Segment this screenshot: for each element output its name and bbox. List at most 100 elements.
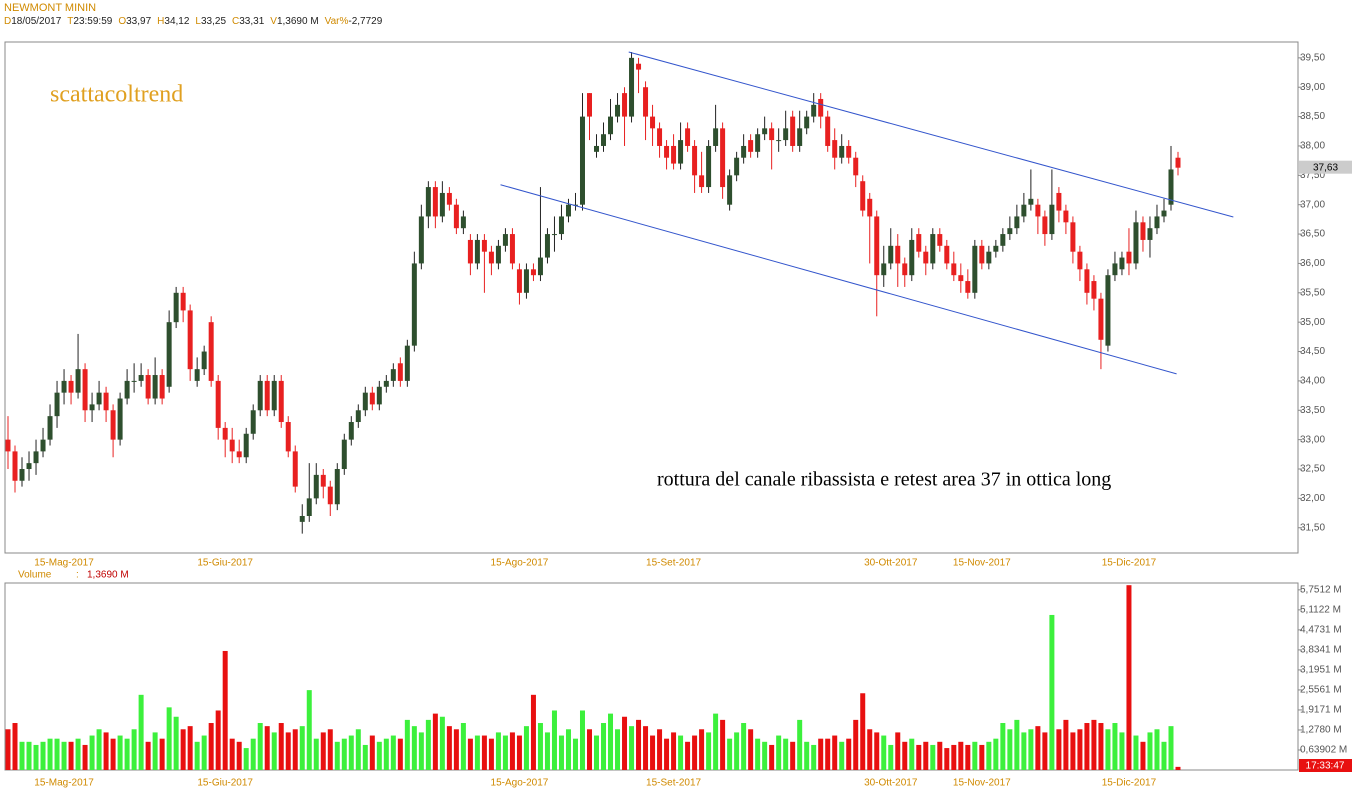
volume-bar: [713, 713, 719, 770]
volume-bar: [1014, 719, 1020, 770]
candle-body: [867, 198, 873, 217]
volume-bar: [979, 744, 985, 770]
candle-body: [222, 427, 228, 440]
candle-body: [544, 234, 550, 258]
candle-body: [930, 234, 936, 264]
volume-bar: [180, 729, 186, 770]
volume-bar: [194, 741, 200, 770]
volume-bar: [650, 735, 656, 770]
candle-body: [916, 234, 922, 252]
volume-bar: [685, 741, 691, 770]
v-tick-label: 1,9171 M: [1300, 705, 1342, 716]
candle-body: [201, 351, 207, 370]
volume-bar: [229, 738, 235, 770]
volume-bar: [173, 716, 179, 770]
volume-bar: [320, 732, 326, 770]
x-tick-label: 30-Ott-2017: [864, 558, 918, 569]
candle-body: [1112, 263, 1118, 276]
candle-body: [629, 57, 635, 117]
clock: 17:33:47: [1306, 761, 1345, 772]
candle-body: [502, 234, 508, 246]
x-tick-label: 15-Set-2017: [646, 558, 701, 569]
candle-body: [425, 187, 431, 217]
candle-body: [1161, 210, 1167, 217]
volume-bar: [888, 744, 894, 770]
volume-bar: [762, 741, 768, 770]
candle-body: [313, 474, 319, 499]
v-tick-label: 1,2780 M: [1300, 725, 1342, 736]
volume-bar: [341, 738, 347, 770]
candle-body: [26, 463, 32, 470]
volume-bar: [1175, 766, 1181, 770]
candle-body: [979, 245, 985, 264]
candle-body: [713, 128, 719, 146]
volume-bar: [629, 726, 635, 770]
volume-bar: [965, 744, 971, 770]
candle-body: [488, 251, 494, 264]
candle-body: [972, 245, 978, 293]
candle-body: [54, 392, 60, 417]
candle-body: [152, 375, 158, 399]
candle-body: [474, 239, 480, 264]
candle-body: [860, 181, 866, 211]
volume-bar: [145, 741, 151, 770]
candle-body: [671, 145, 677, 164]
v-tick-label: 3,8341 M: [1300, 645, 1342, 656]
volume-bar: [790, 741, 796, 770]
volume-bar: [362, 744, 368, 770]
candle-body: [622, 93, 628, 117]
candle-body: [811, 104, 817, 117]
volume-bar: [19, 741, 25, 770]
candle-body: [292, 451, 298, 487]
volume-bar: [439, 716, 445, 770]
volume-bar: [5, 729, 11, 770]
candle-body: [138, 375, 144, 381]
trend-line: [628, 51, 1234, 218]
candle-body: [1063, 210, 1069, 223]
candle-body: [1105, 275, 1111, 346]
candle-body: [173, 292, 179, 323]
candle-body: [804, 116, 810, 129]
volume-bar: [334, 741, 340, 770]
candle-body: [278, 380, 284, 423]
candle-body: [495, 245, 501, 264]
volume-bar: [383, 738, 389, 770]
volume-bar: [692, 735, 698, 770]
volume-bar: [664, 738, 670, 770]
y-tick-label: 31,50: [1300, 522, 1325, 533]
candle-body: [341, 439, 347, 470]
candle-body: [264, 380, 270, 411]
candle-body: [762, 128, 768, 135]
volume-bar: [1028, 729, 1034, 770]
candle-body: [537, 257, 543, 276]
candle-body: [236, 451, 242, 458]
candle-body: [1140, 222, 1146, 240]
candle-body: [383, 380, 389, 387]
candle-body: [530, 269, 536, 276]
candle-body: [145, 375, 151, 399]
volume-bar: [103, 732, 109, 770]
candle-body: [615, 104, 621, 117]
info-value: 1,3690 M: [276, 16, 319, 27]
candle-body: [895, 245, 901, 264]
candle-body: [1154, 216, 1160, 229]
info-key: C: [232, 16, 240, 27]
candle-body: [881, 263, 887, 276]
volume-bar: [96, 729, 102, 770]
volume-label: Volume: [18, 570, 52, 581]
candle-body: [769, 128, 775, 141]
candle-body: [643, 87, 649, 117]
candle-body: [706, 145, 712, 188]
candle-body: [250, 410, 256, 434]
candle-body: [664, 145, 670, 158]
volume-bar: [1070, 732, 1076, 770]
volume-bar: [159, 738, 165, 770]
candle-body: [937, 234, 943, 246]
volume-bar: [509, 732, 515, 770]
candle-body: [776, 140, 782, 142]
candle-body: [902, 263, 908, 276]
candle-body: [523, 269, 529, 293]
volume-bar: [250, 738, 256, 770]
candle-body: [40, 439, 46, 452]
